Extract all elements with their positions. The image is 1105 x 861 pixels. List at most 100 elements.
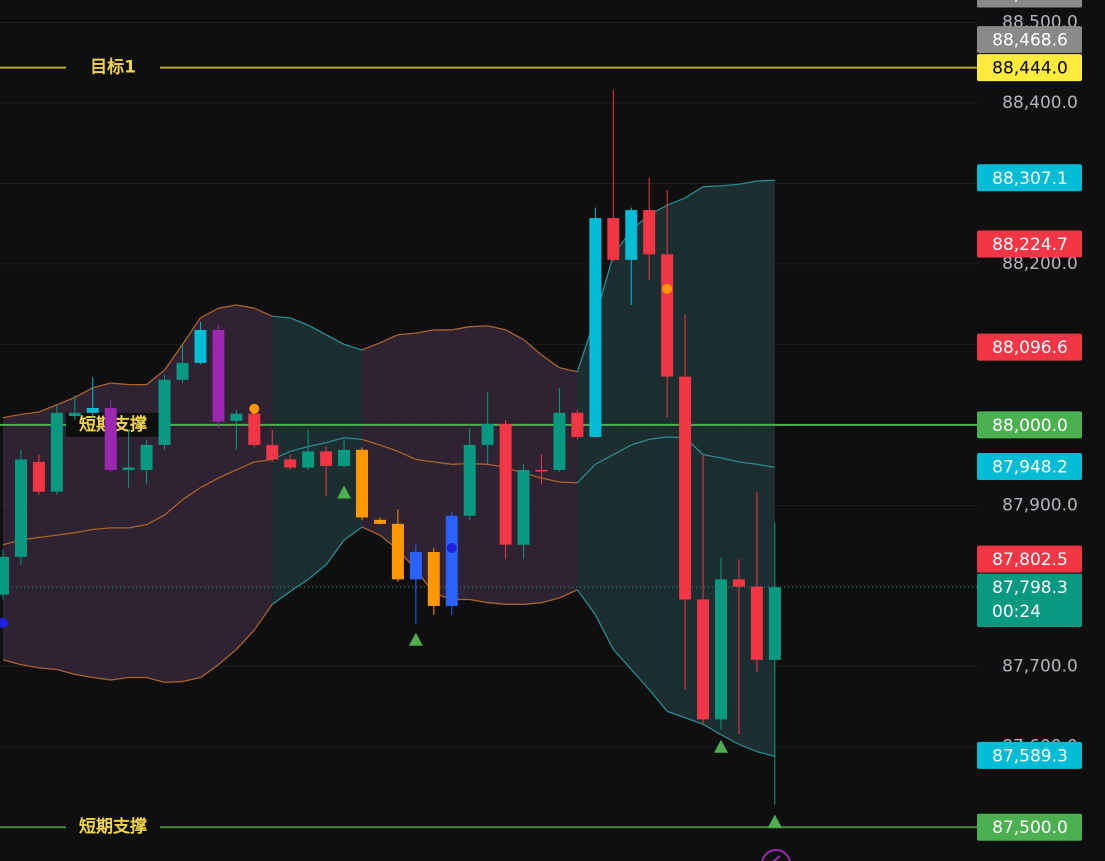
band-fill	[397, 333, 416, 570]
band-line-middle	[200, 477, 219, 489]
candle-body	[194, 329, 207, 363]
band-line-upper	[703, 185, 722, 188]
price-tag-label: 87,948.2	[992, 458, 1068, 478]
candle-body	[697, 599, 710, 720]
y-tick-label: 88,200.0	[1002, 254, 1078, 274]
band-line-lower	[576, 589, 596, 616]
candle-body	[68, 412, 81, 417]
band-line-upper	[110, 382, 129, 386]
band-line-upper	[379, 334, 399, 344]
band-line-lower	[720, 734, 740, 745]
band-line-lower	[200, 664, 219, 679]
price-tag	[977, 573, 1082, 628]
band-line-upper	[361, 342, 381, 351]
candle-body	[517, 469, 530, 545]
band-line-upper	[56, 396, 76, 406]
candle-body	[158, 379, 171, 445]
band-line-upper	[415, 329, 434, 334]
band-line-lower	[217, 648, 237, 666]
candle-body	[409, 552, 422, 580]
band-line-middle	[738, 461, 757, 465]
level-label: 目标1	[90, 57, 136, 78]
candle-body	[535, 469, 548, 472]
band-line-upper	[254, 307, 273, 317]
level-label-bg	[66, 815, 160, 840]
candle-body	[499, 424, 512, 545]
band-line-upper	[272, 315, 291, 319]
price-tag-label: 87,589.3	[992, 746, 1068, 766]
band-fill	[631, 214, 650, 690]
price-tag-label: 87,798.3	[992, 578, 1068, 598]
band-line-middle	[74, 528, 93, 534]
band-line-middle	[433, 461, 452, 465]
band-line-upper	[505, 329, 524, 341]
candle-body	[750, 586, 763, 660]
band-line-lower	[648, 689, 668, 712]
band-line-lower	[92, 676, 111, 681]
alert-icon[interactable]	[761, 849, 791, 861]
band-line-lower	[74, 673, 93, 679]
candle-body	[607, 218, 620, 260]
band-line-lower	[2, 659, 22, 666]
band-line-middle	[290, 445, 309, 453]
band-line-upper	[756, 179, 775, 182]
candle-body	[230, 413, 243, 421]
candle-body	[14, 459, 27, 557]
band-fill	[182, 317, 201, 682]
band-line-lower	[630, 669, 650, 691]
band-line-lower	[38, 667, 57, 671]
candle-body	[481, 424, 494, 445]
band-line-middle	[146, 514, 165, 526]
band-line-middle	[631, 438, 650, 446]
y-tick-label: 87,900.0	[1002, 495, 1078, 515]
price-tag-label: 88,000.0	[992, 416, 1068, 436]
band-line-middle	[559, 481, 578, 484]
signal-dot	[249, 403, 260, 414]
band-fill	[415, 329, 434, 594]
band-line-middle	[756, 463, 775, 469]
band-line-lower	[20, 664, 40, 669]
candle-body	[302, 451, 315, 468]
band-line-upper	[720, 183, 740, 187]
price-tag-countdown: 00:24	[992, 602, 1041, 622]
band-line-lower	[559, 589, 578, 599]
candle-body	[427, 552, 440, 606]
band-line-upper	[451, 326, 470, 331]
band-line-lower	[235, 629, 255, 650]
band-line-upper	[469, 325, 488, 328]
band-line-upper	[666, 197, 686, 206]
price-tag	[977, 26, 1082, 54]
band-line-lower	[487, 602, 506, 605]
candle-body	[391, 523, 404, 580]
candle-body	[625, 210, 638, 260]
band-line-upper	[20, 411, 39, 416]
candle-body	[768, 587, 781, 660]
band-line-middle	[56, 532, 75, 536]
band-line-lower	[738, 743, 758, 753]
band-line-upper	[487, 325, 506, 331]
candle-body	[553, 412, 566, 470]
band-line-upper	[38, 404, 58, 413]
band-fill	[254, 308, 273, 631]
band-line-upper	[559, 367, 578, 373]
band-line-lower	[325, 539, 345, 566]
band-fill	[290, 317, 309, 592]
signals	[0, 283, 782, 828]
candle-body	[284, 459, 297, 468]
band-line-upper	[74, 387, 94, 399]
band-line-middle	[595, 454, 614, 465]
band-fill	[74, 387, 93, 678]
band-line-upper	[92, 382, 111, 389]
signal-dot	[446, 542, 457, 553]
candle-body	[338, 449, 351, 466]
candle-body	[86, 407, 99, 413]
band-line-upper	[307, 324, 327, 336]
band-line-middle	[702, 454, 722, 459]
price-tag-label: 87,500.0	[992, 818, 1068, 838]
candle-body	[589, 218, 602, 437]
signal-triangle	[714, 739, 728, 753]
signal-dot	[0, 617, 8, 628]
price-tag	[977, 545, 1082, 573]
